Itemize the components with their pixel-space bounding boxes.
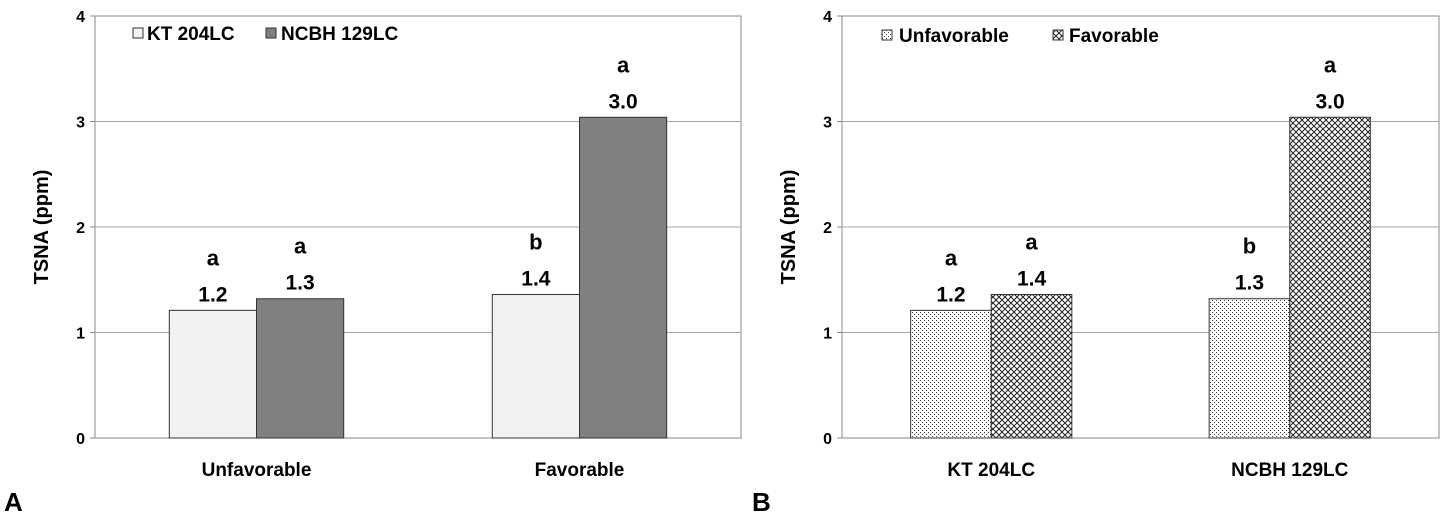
- significance-letter: b: [1243, 234, 1256, 259]
- panel-label: B: [752, 487, 771, 517]
- bar: [491, 294, 581, 439]
- y-tick-label: 2: [823, 220, 832, 237]
- chart-panel-a: 0 1 2 3 4 TSNA (ppm) Unfavorable 1.2 a 1.3 a Favora…: [4, 9, 742, 517]
- y-tick-label: 3: [823, 115, 832, 132]
- panel-label: A: [4, 487, 23, 517]
- x-category-label: KT 204LC: [947, 460, 1035, 481]
- significance-letter: a: [207, 245, 220, 270]
- significance-letter: a: [1025, 230, 1038, 255]
- data-label: 1.3: [286, 272, 315, 295]
- y-tick-label: 1: [823, 326, 832, 343]
- significance-letter: a: [945, 245, 958, 270]
- significance-letter: a: [294, 234, 307, 259]
- significance-letter: a: [617, 52, 630, 77]
- y-tick-label: 4: [76, 9, 85, 26]
- legend-swatch: [132, 27, 144, 39]
- bar: [1208, 298, 1291, 439]
- data-label: 1.4: [521, 268, 551, 291]
- y-tick-label: 4: [823, 9, 832, 26]
- data-label: 3.0: [1315, 90, 1344, 113]
- legend-label: NCBH 129LC: [281, 24, 398, 45]
- bar: [910, 309, 992, 439]
- data-label: 1.2: [198, 283, 227, 306]
- x-category-label: Unfavorable: [202, 460, 312, 481]
- x-category-label: NCBH 129LC: [1231, 460, 1348, 481]
- data-label: 1.2: [936, 283, 965, 306]
- y-tick-label: 0: [823, 431, 832, 448]
- legend-label: Unfavorable: [899, 26, 1009, 47]
- bar: [990, 294, 1073, 439]
- bar: [168, 309, 257, 439]
- y-tick-label: 1: [76, 326, 85, 343]
- y-tick-label: 0: [76, 431, 85, 448]
- bar: [256, 298, 345, 439]
- legend-swatch: [265, 27, 277, 39]
- legend-label: KT 204LC: [147, 24, 235, 45]
- chart-panel-b: 0 1 2 3 4 TSNA (ppm) KT 204LC 1.2 a 1.4 a NCBH 129L…: [752, 9, 1440, 517]
- y-axis-label: TSNA (ppm): [31, 170, 53, 285]
- data-label: 3.0: [609, 90, 638, 113]
- bar: [1289, 116, 1371, 439]
- significance-letter: b: [529, 230, 542, 255]
- legend-swatch: [881, 29, 893, 41]
- data-label: 1.4: [1017, 268, 1047, 291]
- y-tick-label: 2: [76, 220, 85, 237]
- legend-swatch: [1052, 29, 1064, 41]
- data-label: 1.3: [1235, 272, 1264, 295]
- y-tick-label: 3: [76, 115, 85, 132]
- bar: [579, 116, 668, 439]
- y-axis-label: TSNA (ppm): [778, 170, 800, 285]
- significance-letter: a: [1324, 52, 1337, 77]
- legend-label: Favorable: [1069, 26, 1159, 47]
- x-category-label: Favorable: [535, 460, 625, 481]
